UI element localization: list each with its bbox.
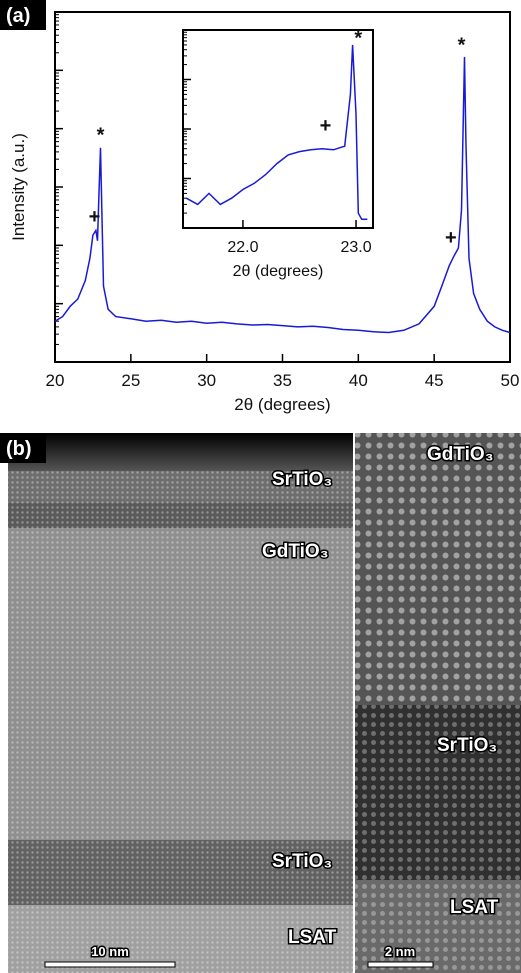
x-tick-label: 23.0 — [340, 239, 371, 256]
y-axis-label: Intensity (a.u.) — [9, 133, 28, 241]
layer-label: SrTiO₃ — [437, 735, 497, 756]
x-tick-label: 22.0 — [227, 239, 258, 256]
panel-label-box — [0, 0, 46, 30]
annotation: + — [320, 115, 332, 137]
layer-label: SrTiO₃ — [272, 851, 332, 872]
data-line — [186, 44, 368, 221]
scale-bar-label: 2 nm — [385, 944, 415, 959]
scale-bar-label: 10 nm — [91, 944, 129, 959]
layer-label: GdTiO₃ — [262, 541, 329, 562]
scale-bar — [367, 961, 434, 968]
panel-label-box — [0, 433, 46, 463]
x-tick-label: 30 — [197, 371, 216, 390]
annotation: + — [445, 227, 457, 249]
panel-a: 20 25 30 35 40 45 50 2θ (degrees) Intensity (a.u… — [0, 0, 519, 414]
x-tick-label: 50 — [501, 371, 520, 390]
data-line — [54, 56, 511, 334]
x-tick-label: 20 — [46, 371, 65, 390]
panel-b: (b) SrTiO₃ GdTiO₃ SrTiO₃ LSAT GdTiO₃ SrT… — [0, 433, 521, 973]
layer-label: GdTiO₃ — [427, 444, 494, 465]
lattice-texture — [8, 471, 353, 973]
panel-label: (b) — [6, 438, 32, 460]
annotation: * — [97, 124, 105, 146]
annotation: + — [89, 206, 101, 228]
panel-label: (a) — [6, 5, 30, 27]
divider — [353, 433, 355, 973]
x-tick-label: 25 — [121, 371, 140, 390]
annotation: * — [354, 28, 362, 50]
lattice-texture — [355, 705, 521, 973]
vacuum-region — [8, 433, 353, 471]
layer-label: LSAT — [450, 897, 499, 918]
x-axis-label: 2θ (degrees) — [233, 263, 324, 280]
x-tick-label: 45 — [425, 371, 444, 390]
scale-bar — [44, 961, 176, 968]
layer-label: SrTiO₃ — [272, 469, 332, 490]
annotation: * — [458, 35, 466, 57]
lattice-texture — [355, 433, 521, 705]
layer-label: LSAT — [288, 927, 337, 948]
x-axis-label: 2θ (degrees) — [234, 395, 330, 414]
plot-frame — [182, 29, 374, 229]
x-tick-label: 40 — [349, 371, 368, 390]
x-tick-label: 35 — [273, 371, 292, 390]
